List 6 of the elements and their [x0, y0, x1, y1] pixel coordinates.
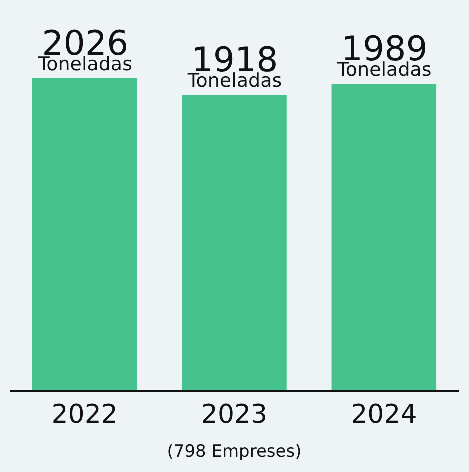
data-label: 1989 Toneladas — [336, 30, 432, 82]
data-label: 1918 Toneladas — [186, 40, 282, 92]
data-label: 2026 Toneladas — [37, 24, 132, 76]
x-tick-label: 2024 — [351, 400, 418, 430]
x-tick-label: 2023 (798 Empreses) — [167, 400, 302, 462]
x-tick-label: 2022 — [52, 400, 118, 430]
